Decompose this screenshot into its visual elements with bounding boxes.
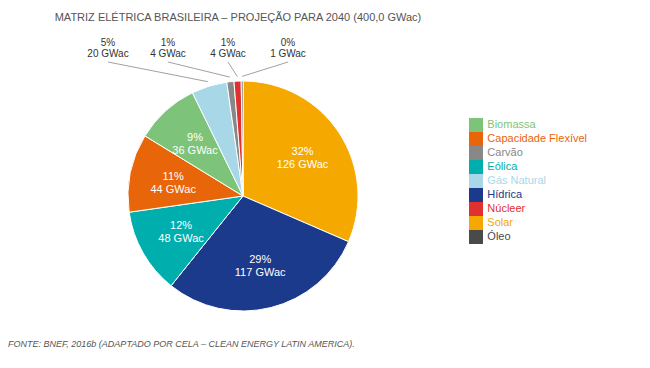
- html-text:Gás Natural: Gás Natural: [487, 174, 546, 186]
- svg-text:29%117 GWac: 29%117 GWac: [235, 253, 286, 278]
- svg-text:9%36 GWac: 9%36 GWac: [172, 131, 218, 156]
- svg-text:5%20 GWac: 5%20 GWac: [87, 37, 128, 59]
- html-text:Carvão: Carvão: [487, 145, 523, 158]
- html-text:Eólica: Eólica: [487, 159, 518, 172]
- svg-text:12%48 GWac: 12%48 GWac: [158, 219, 204, 244]
- html-text:Biomassa: Biomassa: [487, 117, 536, 130]
- html-text:Solar: Solar: [487, 216, 513, 229]
- html-text:Hídrica: Hídrica: [487, 188, 523, 200]
- html-text:Núcleer: Núcleer: [487, 202, 526, 215]
- svg-text:32%126 GWac: 32%126 GWac: [277, 145, 329, 170]
- svg-text:1%4 GWac: 1%4 GWac: [150, 37, 186, 59]
- html-text:Óleo: Óleo: [487, 230, 511, 243]
- html-text:Capacidade Flexível: Capacidade Flexível: [487, 131, 587, 144]
- svg-text:11%44 GWac: 11%44 GWac: [150, 170, 196, 195]
- html-text:MATRIZ ELÉTRICA BRASILEIRA – P: MATRIZ ELÉTRICA BRASILEIRA – PROJEÇÃO PA…: [54, 11, 422, 23]
- svg-text:1%4 GWac: 1%4 GWac: [210, 37, 246, 59]
- html-text:FONTE: BNEF, 2016b (ADAPTADO P: FONTE: BNEF, 2016b (ADAPTADO POR CELA – …: [8, 339, 355, 349]
- svg-text:0%1 GWac: 0%1 GWac: [270, 37, 306, 59]
